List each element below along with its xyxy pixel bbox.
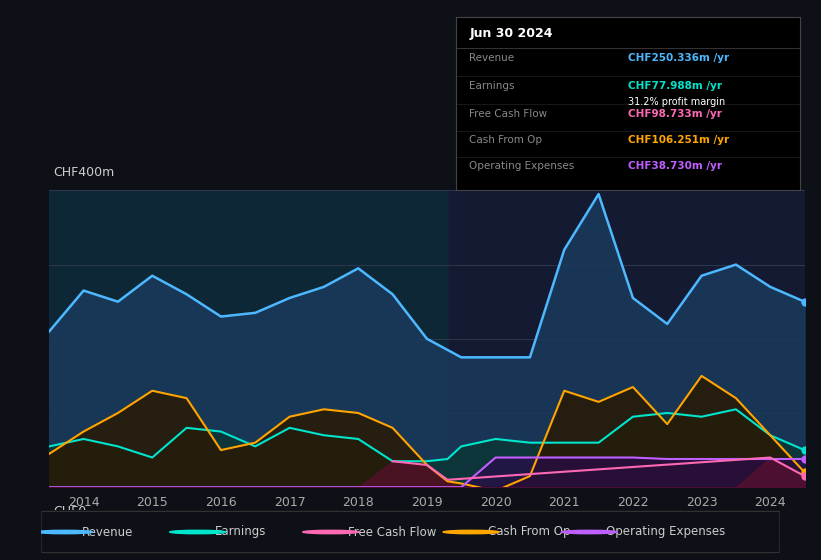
Circle shape bbox=[443, 530, 499, 534]
Text: Jun 30 2024: Jun 30 2024 bbox=[470, 27, 553, 40]
Text: Free Cash Flow: Free Cash Flow bbox=[348, 525, 436, 539]
Circle shape bbox=[170, 530, 226, 534]
Circle shape bbox=[37, 530, 93, 534]
Circle shape bbox=[303, 530, 359, 534]
Text: Cash From Op: Cash From Op bbox=[470, 135, 543, 145]
Text: Operating Expenses: Operating Expenses bbox=[606, 525, 726, 539]
Bar bbox=[49, 190, 447, 487]
Bar bbox=[447, 190, 805, 487]
Text: CHF77.988m /yr: CHF77.988m /yr bbox=[628, 81, 722, 91]
Text: Free Cash Flow: Free Cash Flow bbox=[470, 109, 548, 119]
Text: Cash From Op: Cash From Op bbox=[488, 525, 571, 539]
Text: CHF106.251m /yr: CHF106.251m /yr bbox=[628, 135, 729, 145]
Text: CHF98.733m /yr: CHF98.733m /yr bbox=[628, 109, 722, 119]
Text: 31.2% profit margin: 31.2% profit margin bbox=[628, 97, 725, 106]
Text: Operating Expenses: Operating Expenses bbox=[470, 161, 575, 171]
Circle shape bbox=[562, 530, 617, 534]
Text: CHF38.730m /yr: CHF38.730m /yr bbox=[628, 161, 722, 171]
Text: Earnings: Earnings bbox=[470, 81, 515, 91]
Text: Revenue: Revenue bbox=[470, 53, 515, 63]
Text: Revenue: Revenue bbox=[82, 525, 133, 539]
Text: CHF400m: CHF400m bbox=[53, 166, 114, 179]
Text: Earnings: Earnings bbox=[215, 525, 266, 539]
Text: CHF250.336m /yr: CHF250.336m /yr bbox=[628, 53, 729, 63]
Text: CHF0: CHF0 bbox=[53, 505, 86, 518]
